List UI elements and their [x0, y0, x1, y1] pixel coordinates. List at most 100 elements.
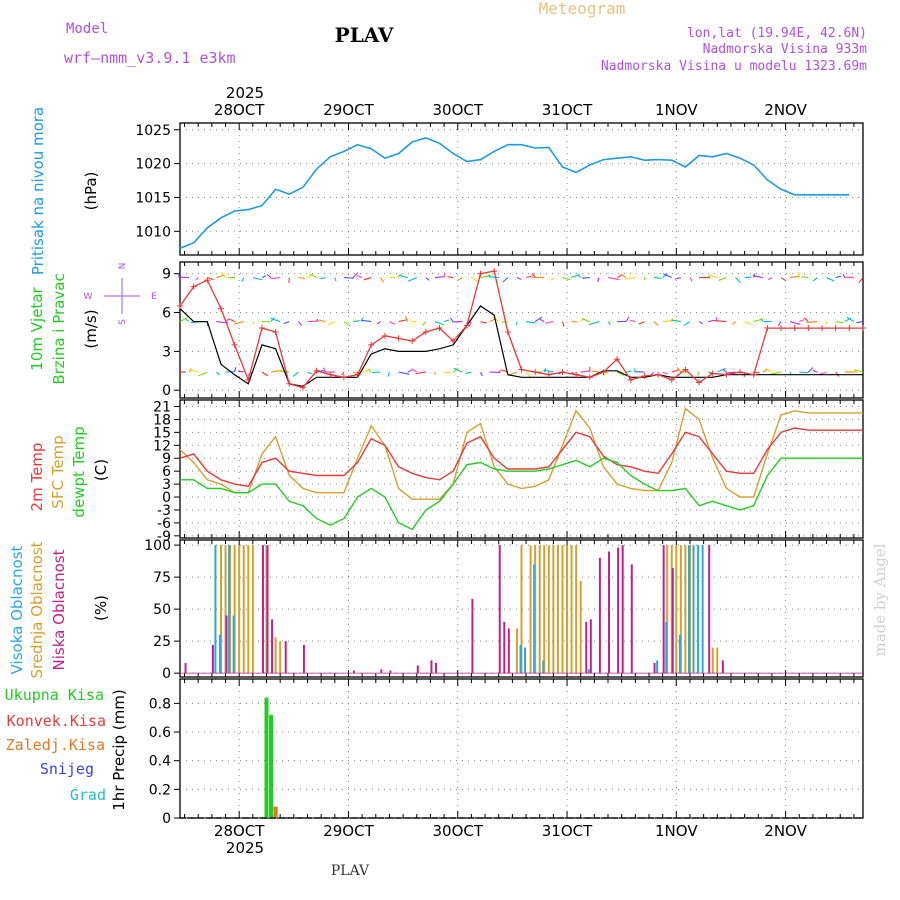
footer-station: PLAV [331, 863, 370, 879]
tick-label-y: 21 [153, 399, 171, 415]
day-label-top: 28OCT [214, 101, 265, 119]
wind-speed-marker [627, 376, 634, 383]
wind-arrow [498, 369, 502, 373]
tick-label-y: 100 [144, 538, 171, 554]
tick-label-y: 0.2 [149, 782, 171, 798]
cloud-axis-unit: (%) [92, 595, 110, 621]
wind-arrow [769, 371, 782, 375]
tick-label-y: 0 [162, 383, 171, 399]
wind-speed-marker [668, 376, 675, 383]
wind-speed-marker [750, 371, 757, 378]
wind-arrow [189, 369, 199, 373]
pressure-axis-unit: (hPa) [82, 172, 100, 211]
wind-arrow [422, 321, 427, 326]
wind-arrow [597, 277, 600, 283]
wind-arrow [819, 371, 827, 375]
wind-speed-marker [860, 325, 866, 332]
panel-frame-temperature [179, 399, 864, 539]
tick-label-y: 0 [162, 811, 171, 827]
model-name: wrf–nmm_v3.9.1 e3km [64, 49, 236, 67]
wind-arrow [714, 320, 727, 323]
cloud-high-label: Visoka Oblacnost [8, 545, 26, 674]
wind-arrow [360, 319, 372, 323]
wind-arrow [318, 319, 326, 323]
wind-arrow [407, 277, 417, 282]
wind-arrow [550, 277, 554, 281]
wind-arrow [368, 369, 372, 373]
wind-arrow [443, 272, 446, 278]
tick-label-y: 1025 [135, 123, 171, 139]
tick-label-y: 6 [162, 464, 171, 480]
temp-sfc-line [179, 407, 863, 500]
wind-arrow [387, 371, 390, 377]
wind-speed-marker [600, 369, 607, 376]
wind-speed-marker [723, 371, 730, 378]
day-label-top: 1NOV [655, 101, 698, 119]
tick-label-y: 18 [153, 412, 171, 428]
day-label-bottom: 29OCT [323, 822, 374, 840]
wind-speed-marker [545, 371, 552, 378]
wind-arrow [676, 367, 682, 373]
tick-label-y: 1015 [135, 190, 171, 206]
tick-label-y: 50 [153, 602, 171, 618]
wind-arrow [343, 321, 351, 327]
wind-arrow [316, 318, 319, 322]
cloud-mid-label: Srednja Oblacnost [28, 541, 46, 678]
wind-speed-marker [846, 325, 853, 332]
wind-arrow [710, 275, 718, 279]
wind-arrow [228, 318, 235, 323]
precip-hail-label: Grad [70, 786, 106, 804]
temp-axis-unit: (C) [92, 459, 110, 481]
day-label-bottom: 31OCT [542, 822, 593, 840]
wind-arrow [292, 371, 299, 377]
wind-arrow [198, 371, 208, 377]
wind-arrow [525, 275, 533, 279]
wind-arrow [238, 370, 244, 373]
wind-arrow [502, 277, 509, 283]
wind-arrow [266, 273, 272, 278]
wind-arrow [581, 318, 590, 323]
meteogram-title: Meteogram [539, 0, 626, 18]
panel-frame-pressure [179, 122, 864, 256]
wind-arrow [732, 321, 736, 325]
compass-east: E [151, 292, 157, 302]
wind-arrow [453, 367, 463, 373]
wind-arrow [261, 275, 267, 279]
wind-speed-marker [436, 325, 443, 332]
wind-arrow [480, 371, 483, 377]
tick-label-y: 0 [162, 490, 171, 506]
wind-arrow [341, 371, 345, 376]
wind-arrow [389, 321, 396, 325]
wind-arrow [620, 273, 627, 279]
wind-arrow [760, 318, 764, 322]
wind-arrow [241, 277, 245, 282]
wind-arrow [488, 274, 491, 278]
wind-speed-marker [641, 372, 648, 379]
wind-arrow [352, 320, 360, 323]
wind-arrow [561, 321, 565, 327]
wind-speed-marker [368, 341, 375, 348]
tick-label-y: 6 [162, 306, 171, 322]
tick-label-y: 0.8 [149, 696, 171, 712]
wind-arrow [363, 277, 372, 281]
wind-speed-marker [286, 380, 293, 387]
wind-arrow [270, 317, 281, 323]
wind-arrow [607, 321, 611, 325]
wind-arrow [602, 371, 609, 376]
wind-speed-marker [805, 325, 812, 332]
wind-arrow [372, 371, 381, 374]
wind-arrow [452, 367, 459, 373]
wind-arrow [376, 321, 381, 325]
tick-label-y: 9 [162, 451, 171, 467]
wind-axis-subtitle: Brzina i Pravac [50, 273, 68, 384]
wind-arrow [616, 274, 622, 279]
wind-speed-marker [258, 325, 265, 332]
precip-axis-unit: 1hr Precip (mm) [110, 689, 128, 810]
wind-speed-marker [422, 328, 429, 335]
temp-dewpt-line [180, 457, 863, 531]
wind-arrow [777, 321, 782, 327]
wind-arrow [801, 276, 809, 279]
wind-arrow [744, 321, 752, 325]
tick-label-y: 3 [162, 477, 171, 493]
